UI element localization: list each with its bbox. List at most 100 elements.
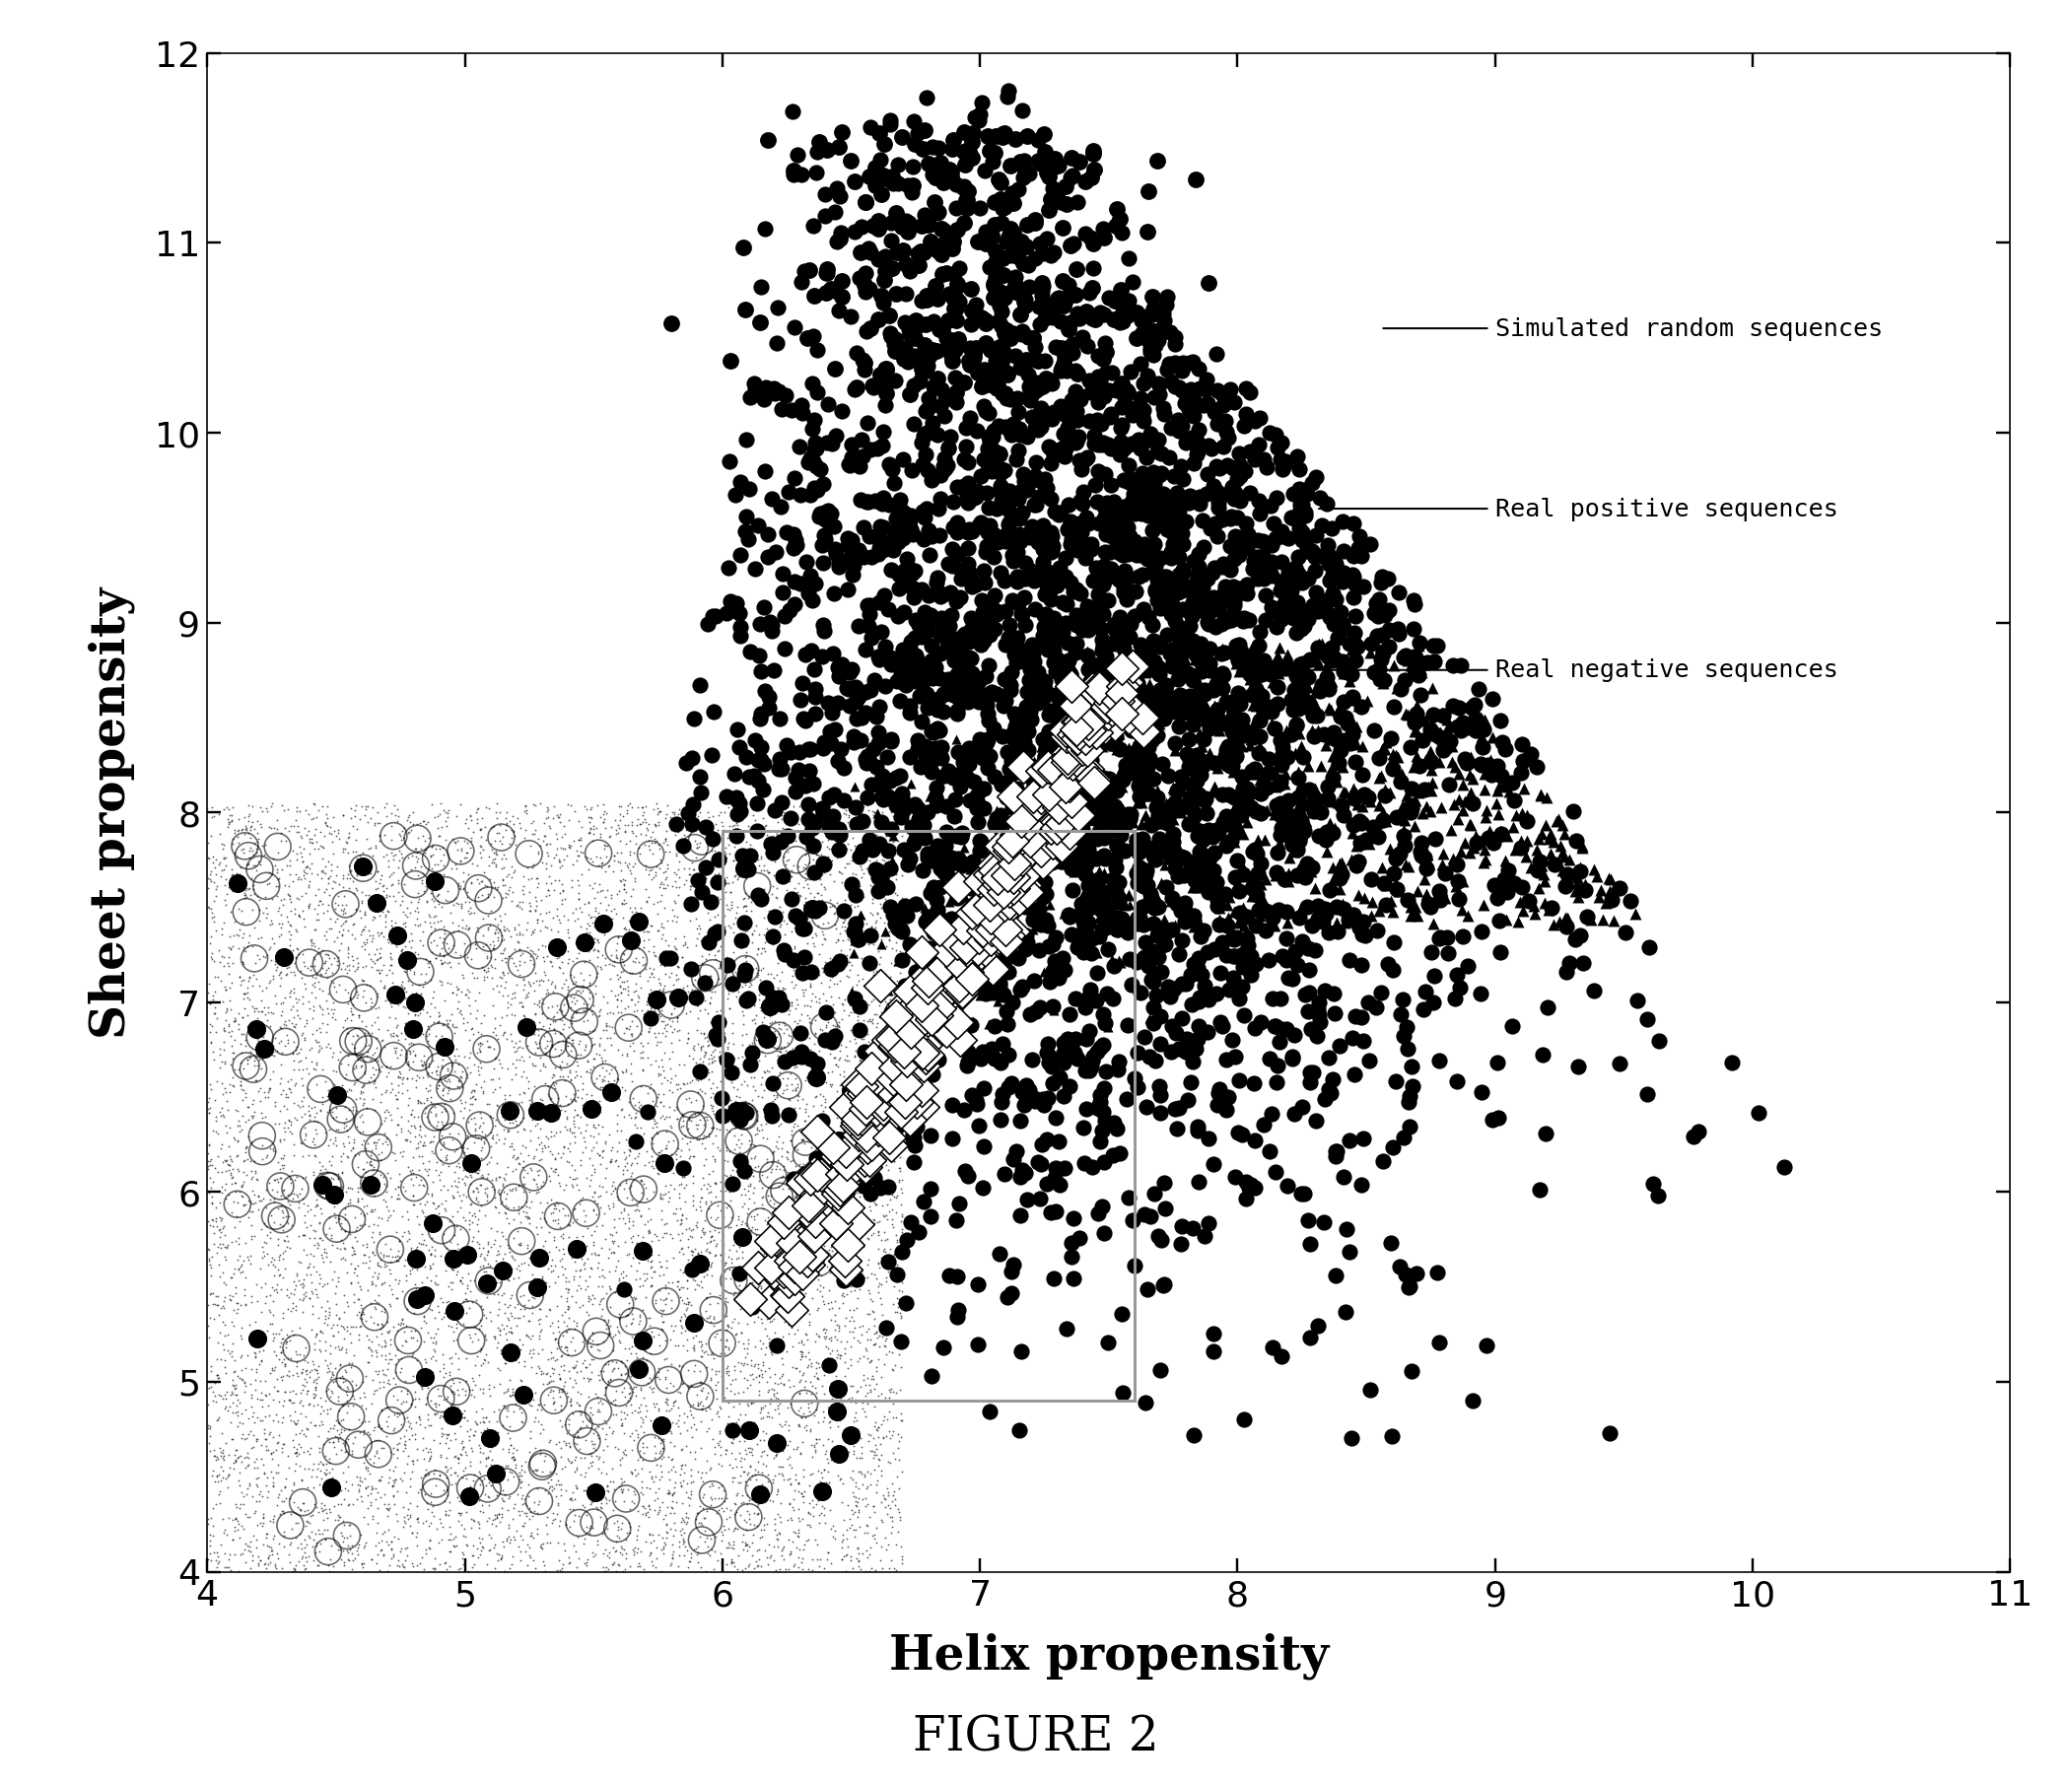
Point: [340, 791, 373, 820]
Point: [292, 1097, 325, 1125]
Point: [545, 1375, 578, 1404]
Point: [609, 818, 642, 847]
Point: [431, 1066, 464, 1095]
Point: [203, 1098, 236, 1127]
Point: [524, 1248, 557, 1277]
Point: [719, 784, 752, 813]
Point: [361, 1118, 394, 1147]
Point: [257, 961, 290, 989]
Point: [717, 1134, 750, 1163]
Point: [539, 1482, 572, 1511]
Point: [249, 1268, 282, 1297]
Point: [485, 1461, 518, 1490]
Point: [742, 747, 775, 775]
Point: [537, 1063, 570, 1091]
Point: [951, 195, 984, 223]
Point: [649, 1106, 682, 1134]
Point: [1243, 500, 1276, 529]
Point: [427, 1011, 460, 1039]
Point: [286, 1056, 319, 1084]
Point: [847, 1152, 881, 1181]
Point: [574, 1145, 607, 1173]
Point: [564, 986, 597, 1014]
Point: [1121, 425, 1154, 454]
Point: [876, 1013, 910, 1041]
Point: [485, 1020, 518, 1048]
Point: [247, 1406, 280, 1434]
Point: [808, 1025, 841, 1054]
Point: [541, 1334, 574, 1363]
Point: [860, 855, 893, 884]
Point: [698, 1047, 731, 1075]
Point: [470, 1034, 503, 1063]
Point: [837, 1404, 870, 1432]
Point: [999, 341, 1032, 370]
Point: [317, 1104, 350, 1132]
Point: [870, 1139, 903, 1168]
Point: [462, 1431, 495, 1459]
Point: [707, 1520, 740, 1548]
Point: [765, 1507, 798, 1536]
Point: [636, 1466, 669, 1495]
Point: [1266, 739, 1299, 768]
Point: [228, 1515, 261, 1543]
Point: [535, 1457, 568, 1486]
Point: [885, 213, 918, 241]
Point: [1598, 907, 1631, 936]
Point: [866, 1300, 899, 1329]
Point: [829, 986, 862, 1014]
Point: [700, 914, 733, 943]
Point: [288, 1372, 321, 1400]
Point: [657, 1388, 690, 1416]
Point: [731, 475, 765, 504]
Point: [568, 1523, 601, 1552]
Point: [796, 1486, 829, 1515]
Point: [626, 1440, 659, 1468]
Point: [1243, 707, 1276, 736]
Point: [1241, 679, 1274, 707]
Point: [883, 827, 916, 855]
Point: [334, 1490, 367, 1518]
Point: [624, 1300, 657, 1329]
Point: [914, 602, 947, 630]
Point: [352, 1247, 385, 1275]
Point: [949, 957, 982, 986]
Point: [570, 1275, 603, 1304]
Point: [1289, 809, 1322, 838]
Point: [624, 1443, 657, 1472]
Point: [1082, 659, 1115, 688]
Point: [363, 1357, 396, 1386]
Point: [1301, 1000, 1334, 1029]
Point: [746, 1063, 779, 1091]
Point: [348, 802, 381, 830]
Point: [992, 495, 1026, 523]
Point: [591, 1368, 624, 1397]
Point: [1448, 829, 1481, 857]
Point: [358, 904, 392, 932]
Point: [274, 1111, 307, 1139]
Point: [290, 1438, 323, 1466]
Point: [441, 1072, 474, 1100]
Point: [433, 970, 466, 998]
Point: [263, 1164, 296, 1193]
Point: [373, 943, 406, 972]
Point: [740, 1268, 773, 1297]
Point: [601, 1550, 634, 1579]
Point: [775, 988, 808, 1016]
Point: [319, 822, 352, 850]
Point: [193, 1281, 226, 1309]
Point: [831, 1238, 864, 1266]
Point: [995, 957, 1028, 986]
Point: [375, 1275, 408, 1304]
Point: [995, 670, 1028, 698]
Point: [775, 1390, 808, 1418]
Point: [733, 1352, 767, 1381]
Point: [588, 834, 622, 863]
Point: [663, 1352, 696, 1381]
Point: [829, 886, 862, 914]
Point: [868, 966, 901, 995]
Point: [499, 1454, 533, 1482]
Point: [1191, 816, 1225, 845]
Point: [265, 1154, 298, 1182]
Point: [410, 1063, 443, 1091]
